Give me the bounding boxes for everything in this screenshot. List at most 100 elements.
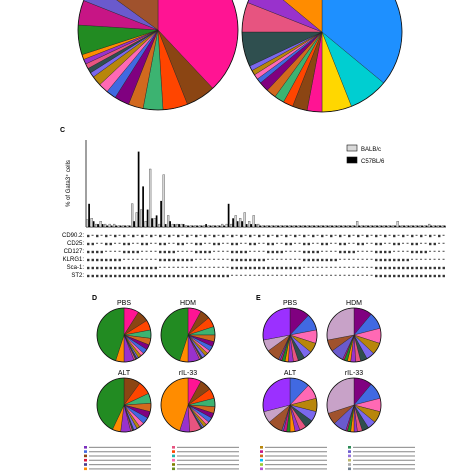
bar xyxy=(106,225,108,227)
bar xyxy=(95,223,98,228)
pie-outline xyxy=(241,0,403,113)
marker-sign xyxy=(91,274,94,278)
marker-sign xyxy=(231,250,234,254)
marker-sign xyxy=(181,258,184,262)
marker-row-label: ST2: xyxy=(71,273,84,279)
marker-sign xyxy=(109,274,112,278)
marker-sign xyxy=(316,242,319,244)
marker-sign xyxy=(442,258,445,260)
marker-sign xyxy=(402,258,405,262)
marker-sign xyxy=(330,234,333,238)
bar xyxy=(320,225,323,228)
marker-sign xyxy=(411,242,414,246)
marker-sign xyxy=(226,258,229,260)
marker-sign xyxy=(186,234,189,238)
marker-sign xyxy=(384,266,387,270)
bar xyxy=(365,225,368,228)
bar xyxy=(227,203,230,227)
bar xyxy=(434,225,437,227)
bar xyxy=(394,225,396,227)
bar xyxy=(380,225,383,227)
marker-sign xyxy=(195,234,198,238)
marker-sign xyxy=(388,234,391,236)
marker-sign xyxy=(231,274,234,276)
marker-sign xyxy=(393,242,396,246)
bar xyxy=(378,225,381,228)
bar xyxy=(290,225,293,227)
marker-sign xyxy=(145,266,148,270)
marker-sign xyxy=(438,242,441,244)
marker-sign xyxy=(276,258,279,260)
marker-sign xyxy=(109,258,112,262)
bar xyxy=(254,224,257,227)
bar xyxy=(137,151,140,227)
legend-strip-swatch xyxy=(260,458,263,462)
bar xyxy=(218,225,221,227)
marker-sign xyxy=(316,258,319,262)
marker-sign xyxy=(163,234,166,236)
marker-sign xyxy=(316,250,319,254)
marker-sign xyxy=(235,242,238,246)
marker-sign xyxy=(195,266,198,268)
marker-sign xyxy=(348,258,351,260)
bar xyxy=(142,186,144,227)
marker-sign xyxy=(217,242,220,246)
marker-sign xyxy=(357,274,360,276)
marker-sign xyxy=(267,250,270,254)
marker-sign xyxy=(285,258,288,260)
marker-sign xyxy=(406,266,409,270)
marker-sign xyxy=(190,274,193,278)
legend-strip-entry xyxy=(265,459,327,461)
marker-sign xyxy=(280,274,283,276)
marker-sign xyxy=(96,258,99,262)
marker-sign xyxy=(258,266,261,270)
bar xyxy=(234,215,237,228)
bar xyxy=(302,225,305,228)
marker-sign xyxy=(100,234,103,236)
marker-sign xyxy=(154,266,157,270)
marker-sign xyxy=(411,250,414,254)
bar xyxy=(299,225,302,227)
marker-sign xyxy=(87,258,90,262)
small-pie xyxy=(96,307,152,363)
marker-sign xyxy=(190,266,193,268)
marker-sign xyxy=(424,242,427,244)
marker-sign xyxy=(325,234,328,236)
marker-sign xyxy=(253,266,256,270)
marker-sign xyxy=(433,250,436,252)
bar xyxy=(412,225,414,227)
marker-sign xyxy=(298,266,301,270)
marker-sign xyxy=(168,250,171,254)
marker-sign xyxy=(159,274,162,278)
legend-strip-swatch xyxy=(84,467,87,471)
bar xyxy=(275,225,278,228)
marker-sign xyxy=(325,266,328,268)
marker-sign xyxy=(123,274,126,278)
marker-sign xyxy=(321,274,324,276)
marker-sign xyxy=(402,274,405,278)
marker-sign xyxy=(114,274,117,278)
marker-sign xyxy=(370,250,373,252)
bar xyxy=(164,224,167,227)
marker-sign xyxy=(325,250,328,252)
marker-sign xyxy=(253,234,256,236)
marker-sign xyxy=(289,250,292,252)
marker-sign xyxy=(393,234,396,238)
bar xyxy=(437,225,440,228)
marker-sign xyxy=(325,258,328,262)
legend-label: C57BL/6 xyxy=(361,159,385,165)
bar xyxy=(178,224,180,227)
marker-sign xyxy=(370,266,373,268)
marker-sign xyxy=(123,258,126,260)
legend-strip-swatch xyxy=(260,467,263,471)
bar xyxy=(151,218,153,227)
marker-sign xyxy=(132,274,135,278)
marker-sign xyxy=(276,250,279,254)
bar xyxy=(230,223,233,228)
marker-sign xyxy=(91,250,94,254)
marker-sign xyxy=(150,234,153,238)
small-pie xyxy=(96,377,152,433)
marker-sign xyxy=(136,266,139,270)
marker-sign xyxy=(190,234,193,236)
